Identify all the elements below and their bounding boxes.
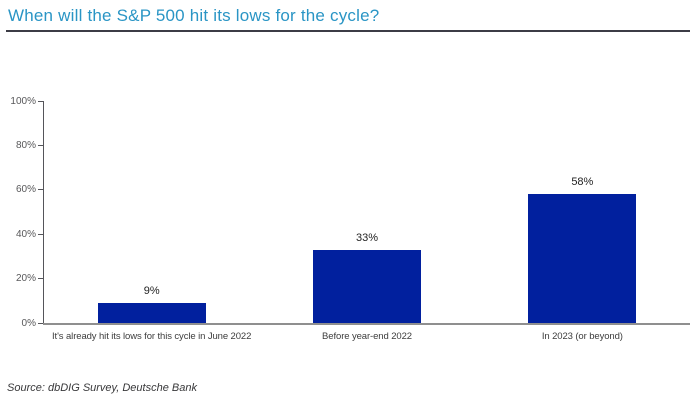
- y-axis-tick: [38, 100, 43, 102]
- x-axis-category-label: It's already hit its lows for this cycle…: [52, 331, 252, 342]
- title-rule: [6, 30, 690, 32]
- bar-2: [313, 250, 421, 323]
- x-axis-category-label: In 2023 (or beyond): [541, 331, 623, 342]
- plot-area: 0% 20% 40% 60% 80% 100% 9% It's already hit its…: [10, 96, 690, 342]
- bar-value-label: 9%: [143, 285, 160, 297]
- y-axis-tick: [38, 189, 43, 191]
- bar-1: [97, 303, 206, 323]
- y-axis-tick-label: 0%: [21, 317, 36, 329]
- bar-value-label: 33%: [355, 232, 379, 244]
- bar-value-label: 58%: [571, 176, 594, 188]
- source-note: Source: dbDIG Survey, Deutsche Bank: [7, 382, 197, 394]
- y-axis-tick: [38, 144, 43, 146]
- y-axis-tick: [38, 278, 43, 280]
- y-axis-tick-label: 60%: [15, 184, 36, 196]
- y-axis-tick-label: 20%: [15, 273, 36, 285]
- chart-title: When will the S&P 500 hit its lows for t…: [8, 6, 380, 25]
- x-axis-line: [43, 323, 690, 325]
- y-axis-tick-label: 100%: [10, 95, 36, 107]
- y-axis-tick: [38, 322, 43, 324]
- x-axis-category-label: Before year-end 2022: [322, 331, 412, 342]
- bar-3: [528, 194, 637, 323]
- y-axis-tick: [38, 233, 43, 235]
- y-axis-tick-label: 80%: [15, 139, 36, 151]
- y-axis-tick-label: 40%: [15, 228, 36, 240]
